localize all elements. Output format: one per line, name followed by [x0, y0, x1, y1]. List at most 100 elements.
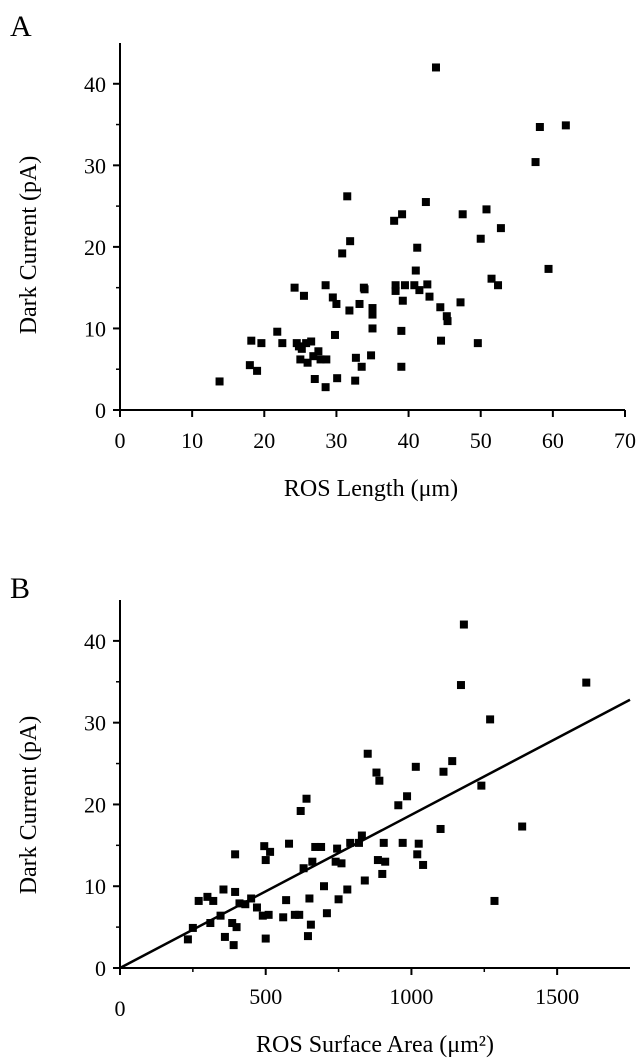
panel-a-y-tick-label: 20 [84, 235, 106, 260]
panel-b-x-tick-label: 1000 [389, 984, 433, 1009]
panel-a-data-point [257, 339, 266, 348]
panel-b-data-point [285, 839, 294, 848]
panel-b-data-point [322, 909, 331, 918]
panel-b-data-point [582, 678, 591, 687]
panel-b-data-point [206, 919, 215, 928]
panel-b-data-point [414, 839, 423, 848]
panel-a-data-point [431, 63, 440, 72]
panel-a-data-point [436, 303, 445, 312]
panel-b-data-point [290, 910, 299, 919]
panel-b-data-point [258, 911, 267, 920]
panel-b-data-point [311, 842, 320, 851]
panel-a-data-point [299, 291, 308, 300]
panel-a-data-point [351, 353, 360, 362]
panel-b-data-point [303, 932, 312, 941]
panel-a-data-point [360, 285, 369, 294]
panel-a-data-point [330, 330, 339, 339]
panel-a-x-tick-label: 40 [398, 428, 420, 453]
panel-a-data-point [309, 352, 318, 361]
panel-b-data-point [378, 869, 387, 878]
panel-a-data-point [253, 366, 262, 375]
panel-a-x-axis-title: ROS Length (μm) [284, 476, 458, 502]
panel-a-data-point [391, 286, 400, 295]
panel-a-y-tick-label: 40 [84, 72, 106, 97]
panel-a-data-point [423, 280, 432, 289]
panel-b-fit [119, 698, 631, 970]
panel-b-data-point [459, 620, 468, 629]
panel-b-data-point [220, 932, 229, 941]
panel-a-data-point [400, 281, 409, 290]
panel-b-data-point [403, 792, 412, 801]
panel-a-data-point [458, 210, 467, 219]
panel-b-data-point [296, 806, 305, 815]
panel-b-data-point [320, 882, 328, 891]
panel-b-data-point [375, 776, 384, 785]
panel-a-data-point [273, 327, 282, 336]
panel-a-x-tick-label: 50 [470, 428, 492, 453]
panel-a-data-point [321, 281, 330, 290]
panel-b-data-point [486, 715, 495, 724]
panel-b-data-point [346, 838, 355, 847]
panel-a-y-tick-label: 30 [84, 153, 106, 178]
panel-b-data-point [232, 923, 241, 932]
panel-a-data-point [332, 299, 341, 308]
panel-b-data-point [305, 894, 314, 903]
panel-a-x-tick-label: 0 [115, 428, 126, 453]
panel-b-data-point [295, 910, 304, 919]
panel-a-data-point [442, 312, 451, 321]
panel-a-data-point [355, 299, 364, 308]
panel-a-data-point [531, 158, 540, 167]
panel-b-data-point [334, 895, 343, 904]
panel-a-data-point [303, 358, 312, 367]
panel-a-data-point [314, 347, 323, 356]
panel-b-data-point [343, 885, 352, 894]
panel-a-data-point [310, 375, 319, 384]
panel-a-data-point [322, 355, 331, 364]
panel-b-data-point [279, 913, 288, 922]
panel-b-x-axis-title: ROS Surface Area (μm²) [256, 1032, 494, 1058]
panel-b-data-point [241, 900, 250, 909]
panel-a: A 0 10 20 30 40 0 10 20 30 40 50 60 70 ROS Length (μ… [10, 10, 636, 502]
panel-b-data-point [188, 923, 197, 932]
panel-b-data-point [260, 842, 269, 851]
panel-b-axes: 0 10 20 30 40 0 500 1000 1500 [84, 600, 630, 1021]
panel-b-data-point [456, 681, 465, 690]
panel-a-y-tick-label: 10 [84, 316, 106, 341]
panel-a-data-point [415, 286, 424, 295]
panel-a-data-point [351, 376, 360, 385]
panel-a-data-point [413, 243, 422, 252]
panel-a-data-point [476, 234, 485, 243]
panel-b-data-point [331, 857, 340, 866]
panel-a-data-point [333, 374, 342, 383]
panel-b-data-point [231, 850, 240, 859]
panel-b-data-point [203, 892, 212, 901]
panel-b-data-point [357, 831, 366, 840]
panel-a-data-point [411, 266, 420, 275]
panel-a-data-point [338, 249, 347, 258]
panel-a-data-point [368, 324, 377, 333]
panel-a-data-point [561, 121, 570, 130]
panel-a-data-point [535, 123, 544, 132]
panel-a-points [215, 63, 570, 392]
panel-b-data-point [302, 794, 311, 803]
panel-b-data-point [413, 850, 422, 859]
panel-a-data-point [421, 198, 430, 207]
panel-b-data-point [394, 801, 403, 810]
panel-a-x-tick-label: 60 [542, 428, 564, 453]
panel-a-data-point [247, 336, 256, 345]
panel-b-y-tick-label: 30 [84, 711, 106, 736]
panel-b-fit-line [119, 698, 631, 970]
panel-b-data-point [419, 860, 428, 869]
panel-a-data-point [290, 283, 299, 292]
panel-a-y-axis-title: Dark Current (pA) [16, 156, 42, 335]
panel-b-data-point [299, 864, 308, 873]
panel-b-data-point [379, 838, 388, 847]
panel-b-data-point [228, 919, 237, 928]
panel-a-data-point [357, 362, 366, 371]
panel-a-data-point [456, 298, 465, 307]
panel-b-data-point [229, 941, 238, 950]
panel-a-data-point [215, 377, 224, 386]
panel-b-data-point [308, 857, 317, 866]
panel-b-data-point [436, 824, 445, 833]
